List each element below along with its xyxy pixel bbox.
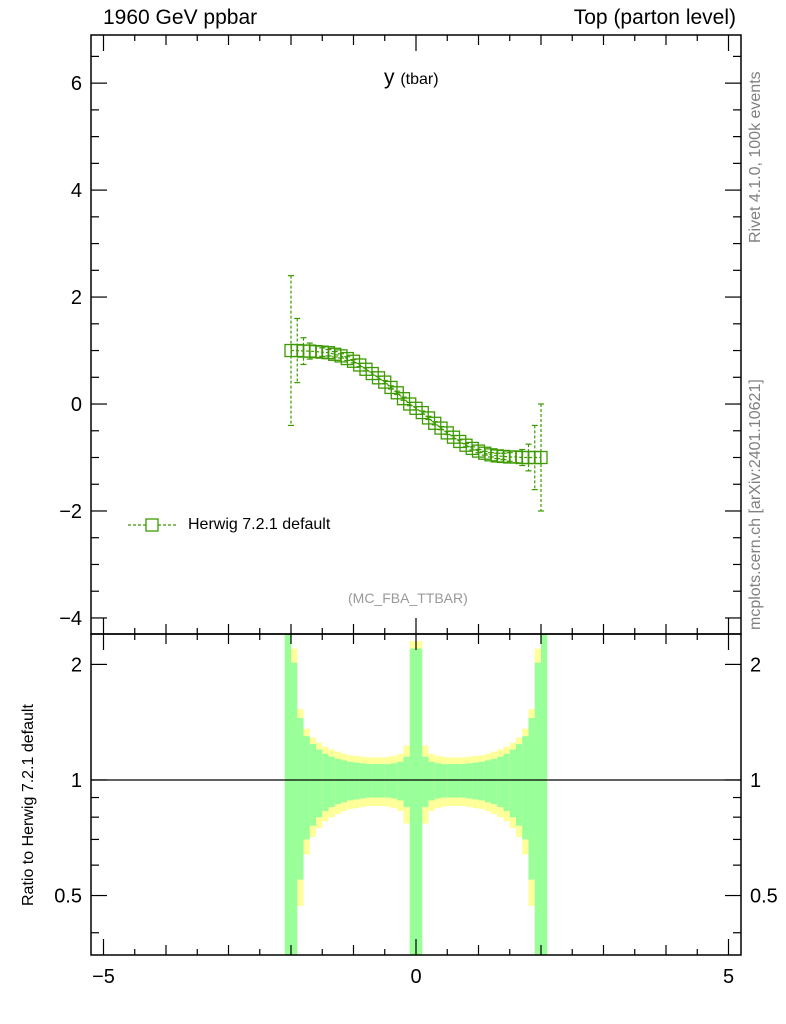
tick-label: 0: [410, 966, 421, 988]
tick-label: 2: [750, 654, 761, 676]
ratio-band-inner: [491, 758, 498, 805]
main-frame: [90, 34, 742, 635]
ratio-band-inner: [303, 736, 310, 840]
ratio-uncertainty-bands: [284, 634, 548, 955]
legend-marker-slot: [128, 514, 178, 536]
ratio-band-inner: [466, 763, 473, 799]
tick-label: 0: [71, 394, 82, 416]
axis-ticks: [91, 35, 741, 955]
tick-label: 6: [71, 73, 82, 95]
ratio-band-inner: [316, 749, 323, 818]
ratio-band-inner: [484, 760, 491, 803]
tick-label: −4: [59, 608, 82, 630]
ratio-band-inner: [322, 753, 329, 812]
ratio-band-inner: [522, 736, 529, 840]
ratio-band-inner: [309, 744, 316, 826]
ratio-band-inner: [428, 761, 435, 801]
ratio-band-inner: [453, 764, 460, 798]
legend-marker: [128, 518, 176, 532]
ratio-band-inner: [503, 753, 510, 812]
rivet-version-label: Rivet 4.1.0, 100k events: [747, 71, 764, 243]
tick-label: 5: [723, 966, 734, 988]
plot-title-main: y: [384, 66, 395, 89]
tick-label: 1: [750, 770, 761, 792]
ratio-band-inner: [384, 764, 391, 798]
plot-title: y (tbar): [384, 66, 439, 90]
ratio-band-inner: [334, 758, 341, 805]
tick-label: 4: [71, 180, 82, 202]
ratio-band-inner: [416, 648, 423, 955]
tick-label: 0.5: [750, 886, 778, 908]
ratio-band-inner: [509, 749, 516, 818]
legend-label: Herwig 7.2.1 default: [188, 516, 331, 533]
tick-label: 0.5: [54, 886, 82, 908]
ratio-band-inner: [459, 764, 466, 798]
ratio-band-inner: [297, 718, 304, 880]
ratio-band-inner: [447, 764, 454, 798]
header-beam-label: 1960 GeV ppbar: [103, 6, 258, 29]
ratio-band-inner: [422, 756, 429, 808]
mcplots-credit-label: mcplots.cern.ch [arXiv:2401.10621]: [747, 379, 764, 630]
data-point: [534, 450, 548, 465]
ratio-band-inner: [353, 762, 360, 800]
legend: Herwig 7.2.1 default: [128, 514, 330, 536]
ratio-band-inner: [372, 764, 379, 798]
tick-label: 1: [71, 770, 82, 792]
ratio-band-inner: [534, 662, 541, 955]
plot-title-sub: (tbar): [400, 71, 439, 88]
ratio-band-inner: [528, 718, 535, 880]
ratio-band-inner: [347, 761, 354, 801]
ratio-band-inner: [409, 648, 416, 955]
ratio-band-inner: [541, 634, 548, 955]
axis-tick-labels: −5 0 5 −4 −2 0 2 4 6 0.5 0.5 1 1 2 2: [54, 73, 778, 988]
ratio-band-inner: [472, 762, 479, 800]
analysis-name: (MC_FBA_TTBAR): [348, 590, 468, 606]
ratio-band-inner: [284, 634, 291, 955]
ratio-band-inner: [434, 763, 441, 799]
ratio-band-inner: [291, 662, 298, 955]
header-process-label: Top (parton level): [573, 6, 736, 29]
ratio-band-inner: [403, 756, 410, 808]
ratio-band-inner: [328, 756, 335, 808]
tick-label: −5: [92, 966, 115, 988]
tick-label: 2: [71, 654, 82, 676]
legend-box: [145, 518, 159, 532]
ratio-band-inner: [366, 764, 373, 798]
ratio-axis-label: Ratio to Herwig 7.2.1 default: [20, 704, 37, 906]
ratio-band-inner: [359, 763, 366, 799]
ratio-band-inner: [391, 763, 398, 799]
ratio-band-inner: [378, 764, 385, 798]
main-series-herwig: [284, 275, 548, 512]
ratio-band-inner: [397, 761, 404, 801]
ratio-band-inner: [516, 744, 523, 826]
ratio-band-inner: [341, 760, 348, 803]
ratio-band-inner: [478, 761, 485, 801]
ratio-band-inner: [441, 764, 448, 798]
tick-label: −2: [59, 501, 82, 523]
ratio-band-inner: [497, 756, 504, 808]
tick-label: 2: [71, 287, 82, 309]
